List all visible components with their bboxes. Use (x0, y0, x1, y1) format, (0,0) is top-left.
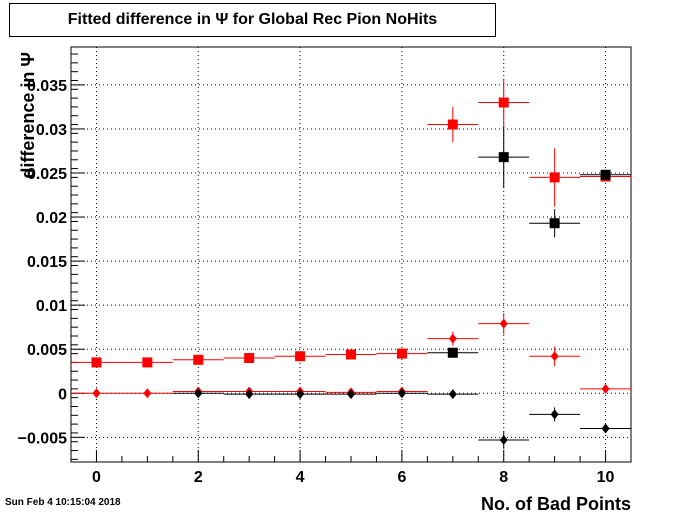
data-point (447, 347, 458, 358)
data-point (194, 388, 203, 399)
data-point (295, 351, 306, 362)
data-points (71, 78, 631, 449)
data-point (499, 318, 508, 329)
data-point (601, 423, 610, 434)
data-point (397, 388, 406, 399)
x-tick-label: 2 (194, 469, 203, 486)
data-point (498, 152, 509, 163)
y-tick-label: 0.02 (36, 210, 67, 227)
data-point (396, 348, 407, 359)
y-tick-label: 0.015 (27, 254, 67, 271)
data-point (550, 409, 559, 420)
data-point (549, 218, 560, 229)
data-point (193, 354, 204, 365)
data-point (601, 383, 610, 394)
y-tick-label: 0.01 (36, 298, 67, 315)
data-point (549, 172, 560, 183)
y-tick-label: 0 (58, 386, 67, 403)
grid (71, 47, 631, 462)
data-point (296, 389, 305, 400)
axes: 0 2 4 6 8 10 −0.005 0 0.005 0.01 0.015 0.02 0.025 0.0… (18, 53, 632, 486)
x-axis-label: No. of Bad Points (481, 494, 631, 514)
x-tick-label: 0 (92, 469, 101, 486)
data-point (447, 119, 458, 130)
data-point (550, 351, 559, 362)
data-point (245, 389, 254, 400)
y-axis-label: difference in Ψ (18, 52, 38, 179)
series-1 (427, 126, 631, 358)
data-point (244, 353, 255, 364)
y-tick-label: 0.035 (27, 78, 67, 95)
x-tick-label: 6 (397, 469, 406, 486)
data-point (91, 357, 102, 368)
x-tick-label: 8 (499, 469, 508, 486)
y-tick-label: 0.025 (27, 166, 67, 183)
data-point (347, 389, 355, 400)
series-3 (172, 388, 631, 449)
data-point (92, 388, 101, 399)
plot-frame (70, 46, 632, 463)
x-tick-label: 4 (296, 469, 305, 486)
data-point (499, 434, 508, 445)
chart-title: Fitted difference in Ψ for Global Rec Pi… (9, 3, 496, 37)
data-point (498, 97, 509, 108)
data-point (600, 169, 611, 180)
y-tick-label: 0.03 (36, 122, 67, 139)
data-point (346, 349, 356, 360)
data-point (142, 357, 153, 368)
data-point (448, 333, 457, 344)
x-tick-label: 10 (597, 469, 615, 486)
timestamp: Sun Feb 4 10:15:04 2018 (5, 497, 121, 508)
data-point (448, 389, 457, 400)
data-point (143, 388, 152, 399)
y-tick-label: −0.005 (18, 430, 67, 447)
y-tick-label: 0.005 (27, 342, 67, 359)
